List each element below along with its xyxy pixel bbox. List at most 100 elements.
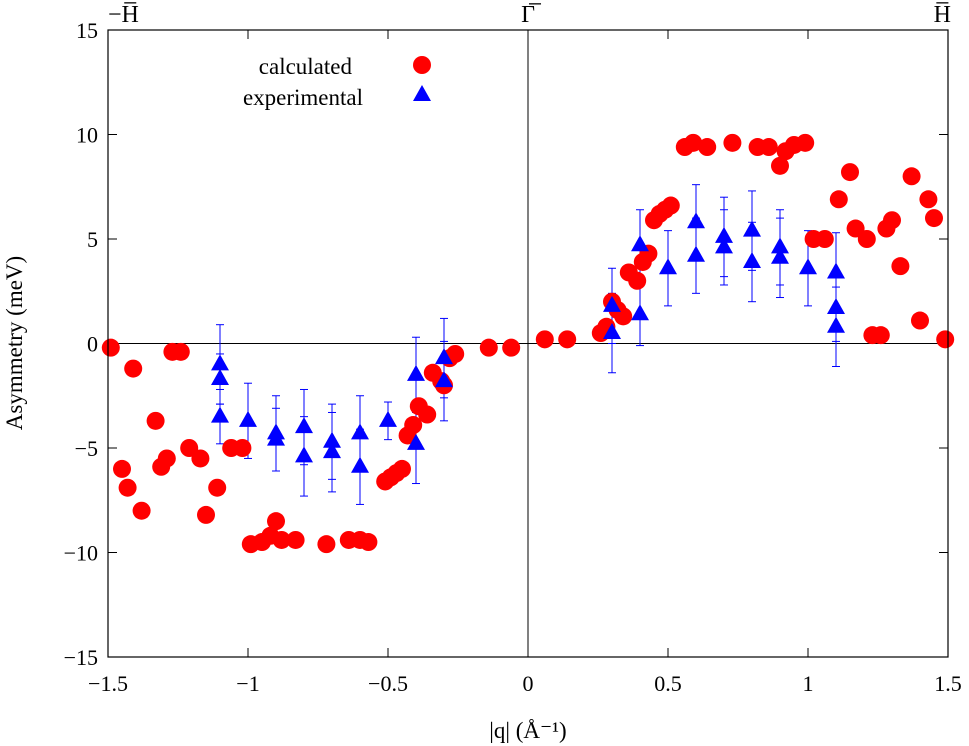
y-tick-labels: −15 −10 −5 0 5 10 15: [64, 18, 98, 670]
experimental-point: [435, 348, 453, 365]
experimental-point: [799, 258, 817, 275]
experimental-point: [715, 237, 733, 254]
experimental-point: [211, 406, 229, 423]
calculated-point: [393, 459, 411, 478]
experimental-point: [239, 410, 257, 427]
experimental-point: [435, 371, 453, 388]
calculated-point: [902, 167, 921, 186]
experimental-point: [295, 446, 313, 463]
calculated-point: [233, 439, 252, 457]
x-tick-label: −1: [236, 671, 259, 696]
legend-marker-calculated: [413, 56, 431, 74]
experimental-point: [631, 304, 649, 321]
experimental-point: [295, 417, 313, 434]
y-axis-title: Asymmetry (meV): [2, 256, 27, 430]
calculated-point: [925, 209, 943, 228]
experimental-point: [211, 369, 229, 386]
symmetry-point-labels: −H̅ Γ̅ H̅: [108, 2, 951, 28]
calculated-point: [841, 163, 859, 182]
experimental-point: [211, 354, 229, 371]
y-tick-label: 15: [76, 18, 98, 43]
y-tick-label: 10: [76, 123, 98, 148]
legend: calculated experimental: [243, 54, 431, 110]
calculated-point: [157, 449, 176, 468]
experimental-point: [827, 262, 845, 279]
calculated-point: [558, 330, 577, 349]
calculated-point: [684, 133, 703, 152]
calculated-point: [891, 257, 910, 276]
calculated-point: [661, 196, 680, 215]
experimental-point: [323, 442, 341, 459]
y-tick-label: 0: [87, 332, 98, 357]
calculated-point: [272, 530, 291, 549]
calculated-point: [857, 230, 876, 248]
experimental-point: [407, 433, 425, 450]
calculated-point: [911, 311, 929, 330]
calculated-point: [698, 138, 717, 157]
calculated-point: [479, 338, 498, 357]
calculated-point: [317, 535, 336, 554]
calculated-point: [101, 338, 120, 357]
plot-area: [101, 29, 955, 658]
experimental-point: [407, 364, 425, 381]
legend-label-calculated: calculated: [259, 54, 353, 79]
experimental-point: [715, 226, 733, 243]
experimental-point: [631, 235, 649, 252]
x-axis-title: |q| (Å⁻¹): [489, 718, 566, 743]
experimental-point: [379, 410, 397, 427]
x-tick-label: 1: [803, 671, 814, 696]
experimental-point: [827, 297, 845, 314]
calculated-point: [628, 271, 647, 290]
x-tick-label: 1.5: [934, 671, 962, 696]
plot-frame: [107, 29, 949, 658]
y-tick-label: −5: [75, 436, 98, 461]
calculated-point: [286, 530, 305, 549]
calculated-point: [871, 326, 890, 345]
calculated-point: [723, 133, 742, 152]
calculated-point: [535, 330, 554, 349]
calculated-point: [936, 330, 955, 349]
calculated-point: [771, 156, 789, 175]
experimental-point: [771, 237, 789, 254]
y-tick-label: −10: [64, 541, 98, 566]
calculated-point: [171, 342, 190, 361]
x-tick-label: 0.5: [654, 671, 682, 696]
y-tick-label: −15: [64, 645, 98, 670]
experimental-point: [267, 429, 285, 446]
symmetry-point-label: −H̅: [108, 2, 139, 28]
calculated-point: [124, 359, 143, 378]
calculated-point: [919, 190, 938, 209]
calculated-point: [359, 533, 378, 552]
experimental-point: [743, 220, 761, 237]
legend-marker-experimental: [413, 85, 431, 101]
calculated-point: [146, 411, 165, 430]
y-tick-label: 5: [87, 227, 98, 252]
calculated-point: [796, 133, 815, 152]
experimental-point: [351, 456, 369, 473]
calculated-point: [404, 416, 423, 435]
x-tick-label: 0: [523, 671, 534, 696]
experimental-point: [603, 323, 621, 340]
x-tick-label: −0.5: [368, 671, 408, 696]
symmetry-point-label: H̅: [934, 2, 951, 28]
calculated-point: [113, 459, 131, 478]
calculated-point: [118, 478, 137, 497]
calculated-point: [197, 505, 215, 524]
experimental-point: [771, 247, 789, 264]
experimental-point: [351, 423, 369, 440]
calculated-point: [883, 211, 901, 230]
calculated-point: [267, 512, 285, 531]
calculated-point: [208, 478, 227, 497]
experimental-point: [659, 258, 677, 275]
x-tick-labels: −1.5 −1 −0.5 0 0.5 1 1.5: [88, 671, 962, 696]
calculated-point: [132, 501, 151, 520]
experimental-point: [687, 212, 705, 229]
legend-label-experimental: experimental: [243, 85, 363, 110]
experimental-point: [603, 295, 621, 312]
calculated-point: [418, 405, 437, 424]
x-tick-label: −1.5: [88, 671, 128, 696]
calculated-point: [446, 344, 465, 363]
experimental-point: [743, 251, 761, 268]
experimental-point: [323, 431, 341, 448]
